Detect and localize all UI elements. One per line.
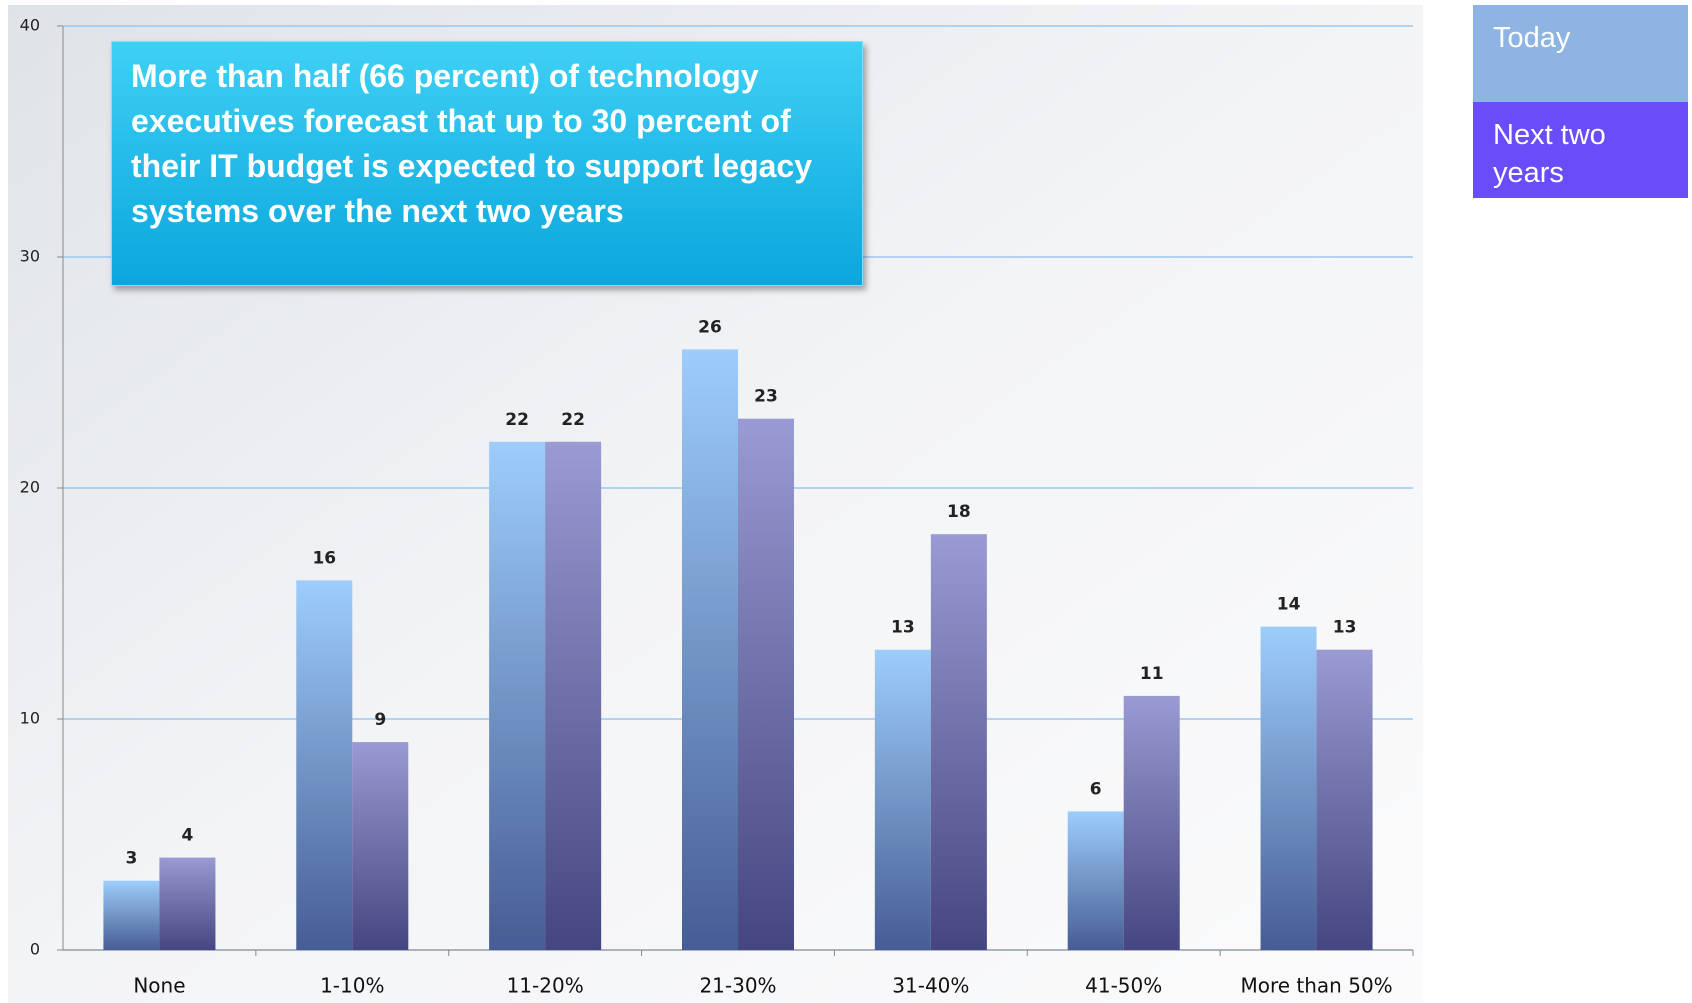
- bar-shade: [1123, 695, 1180, 950]
- value-label: 13: [891, 618, 915, 638]
- y-tick-label: 10: [20, 709, 40, 728]
- y-tick-label: 40: [20, 16, 40, 35]
- value-label: 11: [1140, 664, 1164, 684]
- value-label: 22: [505, 410, 529, 430]
- value-label: 3: [126, 849, 138, 869]
- value-label: 13: [1333, 618, 1357, 638]
- y-tick-label: 30: [20, 247, 40, 266]
- y-tick-label: 20: [20, 478, 40, 497]
- value-label: 9: [374, 710, 386, 730]
- annotation: More than half (66 percent) of technolog…: [111, 41, 863, 286]
- value-label: 14: [1277, 595, 1301, 615]
- x-tick-label: 11-20%: [507, 974, 584, 998]
- bar-shade: [489, 441, 546, 950]
- bar-shade: [296, 580, 353, 950]
- bar-shade: [1260, 626, 1317, 950]
- bar-shade: [874, 649, 931, 950]
- bar-shade: [738, 418, 794, 950]
- value-label: 16: [312, 548, 336, 568]
- bar-shade: [352, 742, 409, 950]
- value-label: 4: [182, 826, 194, 846]
- y-tick-label: 0: [30, 940, 40, 959]
- value-label: 22: [561, 410, 585, 430]
- legend-entry: Today: [1473, 5, 1688, 102]
- bar-shade: [1316, 649, 1373, 950]
- value-label: 6: [1090, 779, 1102, 799]
- x-tick-label: None: [133, 974, 185, 998]
- x-tick-label: More than 50%: [1240, 974, 1392, 998]
- bar-shade: [682, 349, 738, 950]
- bar-shade: [1067, 811, 1124, 950]
- value-label: 18: [947, 502, 971, 522]
- x-tick-label: 1-10%: [320, 974, 384, 998]
- x-tick-label: 31-40%: [892, 974, 969, 998]
- bar-shade: [545, 441, 602, 950]
- value-label: 26: [698, 317, 722, 337]
- value-label: 23: [754, 387, 778, 407]
- bar-shade: [930, 534, 987, 950]
- x-tick-label: 21-30%: [699, 974, 776, 998]
- bar-shade: [103, 880, 160, 950]
- x-tick-label: 41-50%: [1085, 974, 1162, 998]
- bar-shade: [159, 857, 216, 950]
- legend-entry: Next two years: [1473, 102, 1688, 198]
